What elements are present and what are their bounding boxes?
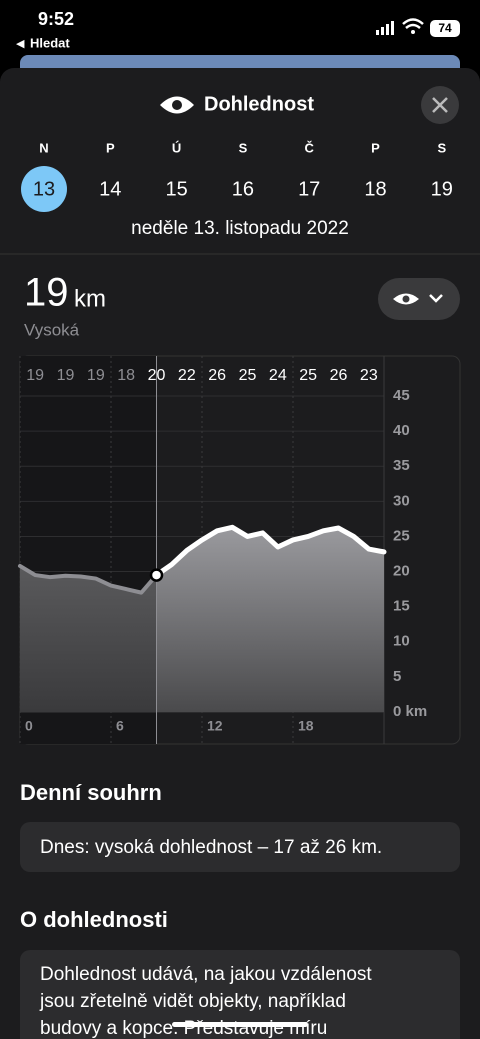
hourly-label: 26 [208,367,226,384]
about-line: Dohlednost udává, na jakou vzdálenost [40,964,372,985]
about-line: jsou zřetelně vidět objekty, například [39,991,346,1012]
hourly-label: 18 [117,367,135,384]
x-tick-label: 0 [25,718,33,734]
x-tick-label: 18 [298,718,314,734]
reading-label: Vysoká [24,320,80,339]
hourly-label: 19 [57,367,75,384]
hourly-label: 26 [330,367,348,384]
back-arrow[interactable]: ◀ [16,38,25,50]
x-tick-label: 6 [116,718,124,734]
eye-icon [160,96,194,114]
y-tick-label: 5 [393,668,401,685]
battery-level: 74 [438,21,452,35]
day-letter: S [239,140,248,155]
day-letter: P [371,140,380,155]
current-point [149,568,164,582]
y-tick-label: 15 [393,598,410,615]
day-number[interactable]: 17 [298,178,320,200]
signal [376,21,394,35]
day-number[interactable]: 19 [431,178,453,200]
y-tick-label: 25 [393,527,410,544]
y-tick-label: 20 [393,563,410,580]
selected-day [21,166,67,212]
past-area [20,565,157,712]
hourly-label: 23 [360,367,378,384]
reading-value: 19 [24,271,69,315]
day-number[interactable]: 15 [165,178,187,200]
hourly-label: 20 [148,367,166,384]
day-letter: N [39,140,48,155]
y-tick-label: 10 [393,633,410,650]
hourly-label: 25 [299,367,317,384]
menu-chevron [429,294,443,303]
hourly-label: 19 [87,367,105,384]
day-number[interactable]: 18 [364,178,386,200]
hourly-label: 24 [269,367,287,384]
back-link[interactable]: Hledat [30,35,70,50]
date: neděle 13. listopadu 2022 [131,218,349,239]
about-box [20,950,460,1039]
about-title: O dohlednosti [20,907,168,932]
past-line [18,563,159,595]
future-area [156,527,384,712]
close-icon [432,97,448,113]
day-number[interactable]: 16 [232,178,254,200]
summary-title: Denní souhrn [20,780,162,805]
day-letter: Ú [172,140,181,155]
hourly-label: 19 [26,367,44,384]
summary-text: Dnes: vysoká dohlednost – 17 až 26 km. [40,837,382,858]
menu-eye-pupil [402,295,410,303]
y-tick-label: 0 km [393,703,427,720]
day-letter: Č [305,140,315,155]
y-tick-label: 30 [393,492,410,509]
future-line [154,524,387,578]
battery [430,20,460,37]
y-tick-label: 35 [393,457,410,474]
status-time: 9:52 [38,9,74,29]
wifi [402,18,424,29]
hourly-label: 22 [178,367,196,384]
day-letter: P [106,140,115,155]
wifi-dot [411,30,415,34]
reading-unit: km [74,285,106,312]
day-number[interactable]: 14 [99,178,121,200]
day-number[interactable]: 13 [33,178,55,200]
y-tick-label: 40 [393,422,410,439]
day-letter: S [437,140,446,155]
hourly-label: 25 [239,367,257,384]
summary-box [20,822,460,872]
y-tick-label: 45 [393,387,410,404]
about-line: budovy a kopce. Představuje míru [40,1018,327,1039]
title: Dohlednost [204,93,314,115]
home-indicator [172,1022,308,1027]
x-tick-label: 12 [207,718,223,734]
